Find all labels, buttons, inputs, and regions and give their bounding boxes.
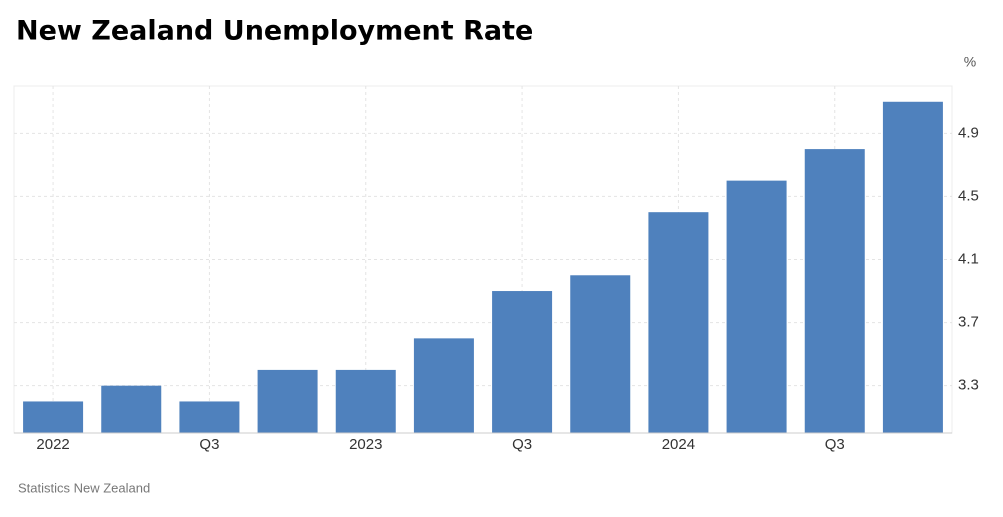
bar [570, 275, 631, 433]
bar [726, 180, 787, 433]
bar [882, 101, 943, 433]
bar [179, 401, 240, 433]
x-tick-label: Q3 [825, 436, 845, 453]
y-tick-label: 3.3 [958, 377, 979, 394]
x-tick-label: 2022 [36, 436, 69, 453]
bar [804, 149, 865, 433]
x-tick-label: Q3 [512, 436, 532, 453]
x-tick-label: 2023 [349, 436, 382, 453]
chart-title: New Zealand Unemployment Rate [16, 16, 533, 47]
bar [101, 385, 162, 433]
bar [492, 291, 553, 433]
bar [648, 212, 709, 433]
y-tick-label: 4.9 [958, 124, 979, 141]
source-label: Statistics New Zealand [18, 480, 150, 495]
y-tick-label: 3.7 [958, 314, 979, 331]
x-tick-label: 2024 [662, 436, 695, 453]
y-tick-label: 4.1 [958, 250, 979, 267]
bar [257, 369, 318, 433]
bar [335, 369, 396, 433]
bar [23, 401, 84, 433]
bar [413, 338, 474, 433]
unit-label: % [964, 54, 976, 70]
x-tick-label: Q3 [199, 436, 219, 453]
y-tick-label: 4.5 [958, 187, 979, 204]
